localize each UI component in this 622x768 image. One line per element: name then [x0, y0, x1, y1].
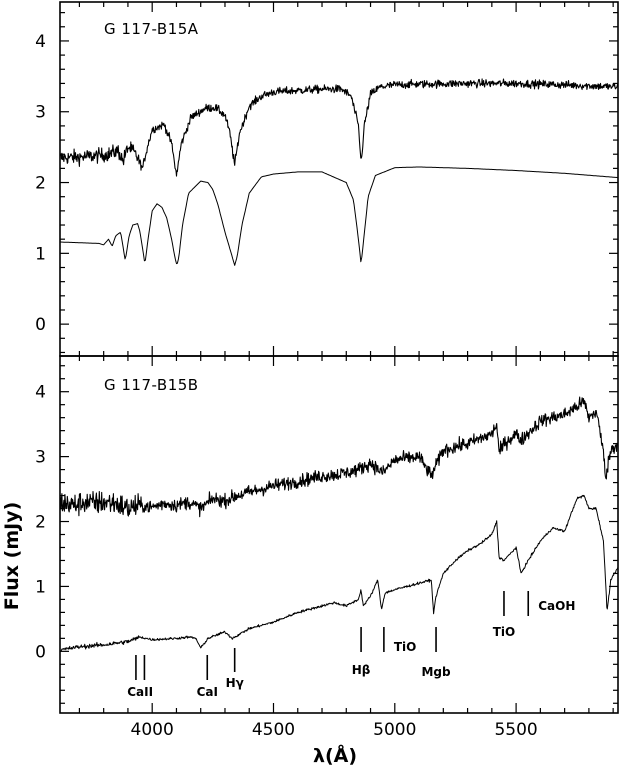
y-tick-label: 1: [35, 577, 46, 597]
x-tick-label: 4000: [131, 720, 174, 740]
y-tick-label: 4: [35, 32, 46, 52]
axis-ticks: 0 1 2 3 4 4000 4500 5000 5500: [35, 356, 618, 740]
line-id-label: Hγ: [226, 676, 244, 690]
model-spectrum-line: [60, 166, 619, 266]
observed-spectrum-line: [59, 78, 619, 177]
line-id-label: Hβ: [352, 663, 371, 677]
x-tick-label: 4500: [252, 720, 295, 740]
line-id-label: TiO: [493, 625, 516, 639]
y-axis-label: Flux (mJy): [1, 502, 23, 611]
y-tick-label: 2: [35, 174, 46, 194]
observed-spectrum-line: [59, 396, 619, 518]
y-tick-label: 2: [35, 513, 46, 533]
axis-ticks: 0 1 2 3 4: [35, 2, 618, 356]
y-tick-label: 3: [35, 448, 46, 468]
panel-title: G 117-B15A: [104, 20, 199, 38]
line-id-label: CaII: [127, 685, 153, 699]
x-axis-label: λ(Å): [313, 743, 357, 767]
y-tick-label: 4: [35, 383, 46, 403]
x-tick-label: 5500: [494, 720, 537, 740]
y-tick-label: 3: [35, 103, 46, 123]
line-identifications: CaII CaI Hγ Hβ TiO Mgb TiO CaOH: [127, 591, 575, 699]
series-group: [59, 396, 619, 653]
panel-title: G 117-B15B: [104, 376, 199, 394]
line-id-label: CaI: [197, 685, 218, 699]
y-tick-label: 0: [35, 315, 46, 335]
line-id-label: TiO: [394, 640, 417, 654]
panel-g117-b15a: G 117-B15A 0 1 2 3 4: [35, 1, 619, 357]
line-id-label: CaOH: [538, 599, 575, 613]
series-group: [59, 78, 619, 266]
model-spectrum-line: [59, 494, 619, 653]
y-tick-label: 0: [35, 642, 46, 662]
line-id-label: Mgb: [421, 665, 451, 679]
x-tick-label: 5000: [373, 720, 416, 740]
y-tick-label: 1: [35, 244, 46, 264]
